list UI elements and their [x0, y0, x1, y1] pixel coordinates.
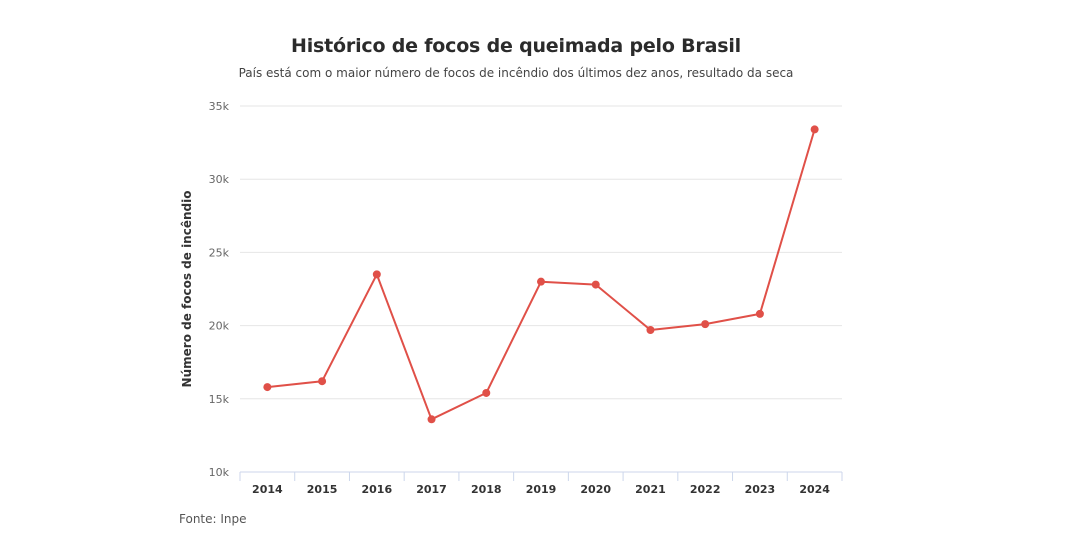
- y-tick-label: 15k: [209, 393, 230, 406]
- series-line: [266, 128, 816, 421]
- x-tick-label: 2019: [526, 483, 557, 496]
- chart-subtitle: País está com o maior número de focos de…: [238, 66, 794, 80]
- y-tick-label: 30k: [209, 173, 230, 186]
- data-point: [810, 125, 819, 134]
- y-tick-label: 35k: [209, 100, 230, 113]
- data-point: [755, 309, 764, 318]
- x-tick-label: 2020: [580, 483, 611, 496]
- data-point: [427, 415, 436, 424]
- grid-lines: [240, 105, 842, 400]
- y-tick-label: 10k: [209, 466, 230, 479]
- x-tick-label: 2023: [745, 483, 776, 496]
- chart-title: Histórico de focos de queimada pelo Bras…: [291, 35, 741, 57]
- y-tick-label: 20k: [209, 320, 230, 333]
- data-point: [701, 320, 710, 329]
- x-tick-label: 2018: [471, 483, 502, 496]
- x-tick-label: 2017: [416, 483, 447, 496]
- y-tick-label: 25k: [209, 246, 230, 259]
- series-line-group: [263, 125, 819, 424]
- x-tick-label: 2022: [690, 483, 721, 496]
- x-tick-labels: 2014 2015 2016 2017 2018 2019 2020 2021 2022 2023…: [252, 483, 830, 496]
- x-axis: [239, 471, 843, 481]
- x-tick-label: 2024: [799, 483, 830, 496]
- source-note: Fonte: Inpe: [179, 512, 247, 526]
- data-point: [318, 377, 327, 386]
- data-point: [537, 277, 545, 286]
- data-point: [372, 270, 381, 279]
- x-tick-label: 2016: [362, 483, 393, 496]
- y-axis-title: Número de focos de incêndio: [180, 191, 194, 388]
- x-tick-label: 2014: [252, 483, 283, 496]
- data-point: [482, 388, 491, 397]
- data-point: [646, 325, 655, 334]
- data-point: [263, 383, 272, 392]
- x-tick-label: 2021: [635, 483, 666, 496]
- x-tick-label: 2015: [307, 483, 338, 496]
- y-tick-labels: 10k 15k 20k 25k 30k 35k: [209, 100, 230, 479]
- data-point: [591, 280, 600, 289]
